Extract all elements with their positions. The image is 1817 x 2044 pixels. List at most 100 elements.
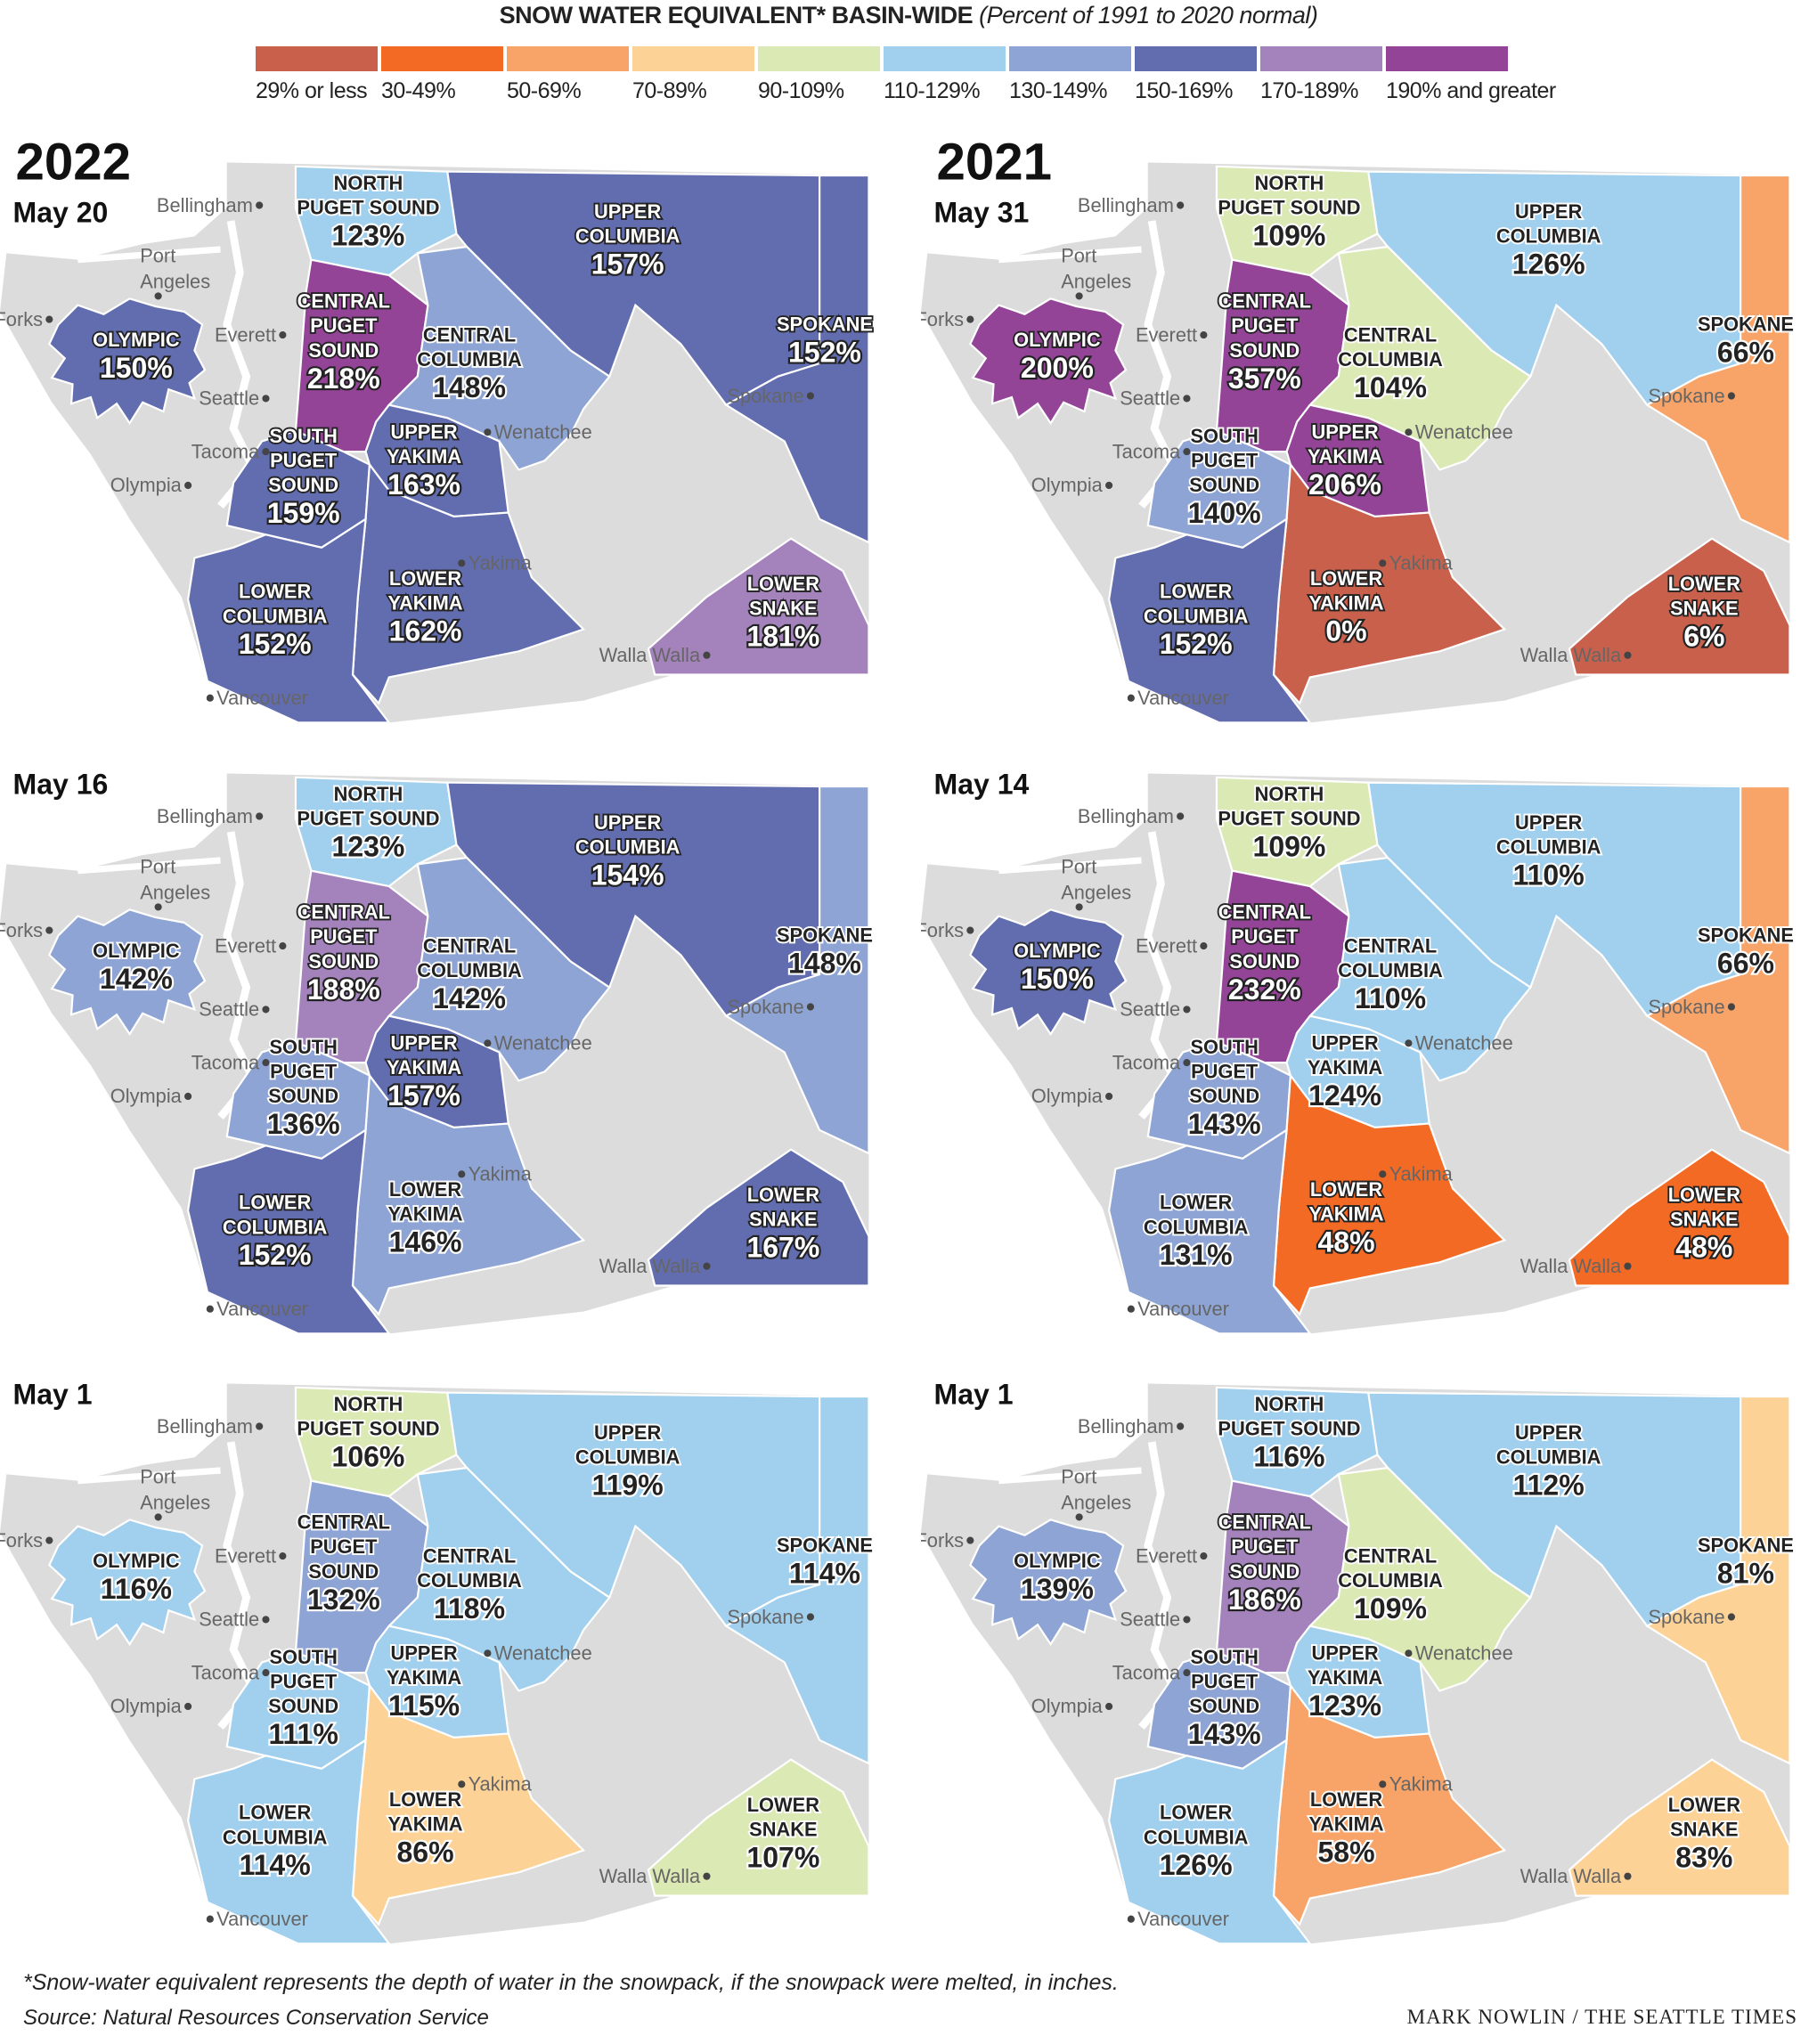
strait-water: [998, 246, 1142, 264]
city-dot: [1177, 1422, 1185, 1430]
legend-item: 150-169%: [1135, 46, 1257, 104]
basin-value: 181%: [746, 620, 819, 652]
basin-name: PUGET SOUND: [297, 197, 439, 219]
basin-name: LOWER: [747, 1184, 819, 1206]
city-dot: [1183, 448, 1191, 456]
basin-name: LOWER: [1160, 581, 1232, 603]
basin-name: SOUTH: [269, 425, 337, 447]
city-label: Everett: [215, 934, 276, 957]
basin-value: 143%: [1188, 1718, 1261, 1750]
basin-name: SOUND: [1229, 339, 1300, 362]
basin-name: SPOKANE: [777, 924, 873, 947]
basin-name: YAKIMA: [387, 1203, 462, 1226]
city-dot: [458, 1170, 466, 1178]
basin-value: 58%: [1317, 1836, 1374, 1869]
basin-spk: [724, 174, 870, 544]
basin-name: NORTH: [334, 783, 403, 805]
basin-oly: [47, 908, 207, 1037]
basin-name: LOWER: [1668, 1184, 1740, 1206]
basin-name: LOWER: [239, 1802, 311, 1824]
city-dot: [45, 926, 53, 934]
basin-value: 142%: [433, 982, 506, 1014]
city-dot: [154, 1513, 162, 1521]
city-dot: [256, 201, 264, 209]
city-label: Walla Walla: [1520, 1255, 1622, 1277]
basin-oly: [47, 1519, 207, 1647]
city-label: Vancouver: [216, 687, 308, 709]
city-dot: [154, 903, 162, 911]
basin-value: 114%: [240, 1849, 311, 1881]
basin-name: UPPER: [1515, 200, 1582, 223]
city-dot: [1405, 428, 1413, 436]
basin-value: 106%: [332, 1441, 405, 1473]
basin-name: YAKIMA: [1308, 1813, 1383, 1836]
city-label: Bellingham: [1078, 805, 1174, 827]
legend-swatch: [1009, 46, 1131, 71]
city-dot: [262, 1616, 270, 1624]
city-label: Forks: [921, 1529, 964, 1551]
basin-name: SOUTH: [1190, 1646, 1258, 1668]
date-heading: May 16: [13, 769, 109, 801]
basin-name: SPOKANE: [1698, 924, 1794, 947]
city-label: Olympia: [110, 474, 183, 496]
basin-name: NORTH: [1255, 172, 1324, 194]
basin-name: SOUND: [1189, 474, 1259, 496]
basin-name: SPOKANE: [777, 1535, 873, 1557]
basin-value: 66%: [1717, 337, 1774, 369]
basin-name: LOWER: [389, 1178, 461, 1201]
legend-label: 110-129%: [884, 78, 981, 103]
basin-value: 104%: [1354, 371, 1427, 403]
basin-value: 123%: [332, 220, 405, 252]
basin-name: LOWER: [1160, 1192, 1232, 1214]
city-label: Yakima: [1389, 1773, 1454, 1796]
city-dot: [1405, 1039, 1413, 1047]
legend-item: 130-149%: [1009, 46, 1131, 104]
city-dot: [279, 1552, 287, 1560]
basin-name: YAKIMA: [1308, 1203, 1383, 1226]
city-dot: [1183, 1669, 1191, 1677]
basin-value: 110%: [1355, 982, 1426, 1014]
city-dot: [703, 651, 711, 659]
city-dot: [262, 395, 270, 403]
city-dot: [458, 559, 466, 567]
basin-name: SPOKANE: [1698, 1535, 1794, 1557]
basin-value: 200%: [1021, 352, 1094, 384]
city-label: Forks: [0, 919, 43, 941]
basin-value: 157%: [387, 1079, 460, 1112]
basin-value: 206%: [1308, 468, 1381, 501]
city-dot: [1379, 1780, 1387, 1788]
city-dot: [1624, 1262, 1632, 1270]
basin-name: LOWER: [1310, 567, 1382, 590]
city-label: Yakima: [1389, 1163, 1454, 1185]
city-dot: [1200, 331, 1208, 339]
city-dot: [966, 1536, 974, 1544]
city-label: Seattle: [1120, 1608, 1180, 1631]
city-dot: [279, 942, 287, 950]
basin-name: SNAKE: [1670, 598, 1738, 620]
basin-lc: [1107, 1128, 1312, 1335]
basin-ls: [1568, 1148, 1791, 1287]
basin-value: 109%: [1354, 1592, 1427, 1625]
basin-spk: [724, 785, 870, 1155]
city-dot: [1183, 1006, 1191, 1014]
basin-name: NORTH: [334, 1393, 403, 1415]
